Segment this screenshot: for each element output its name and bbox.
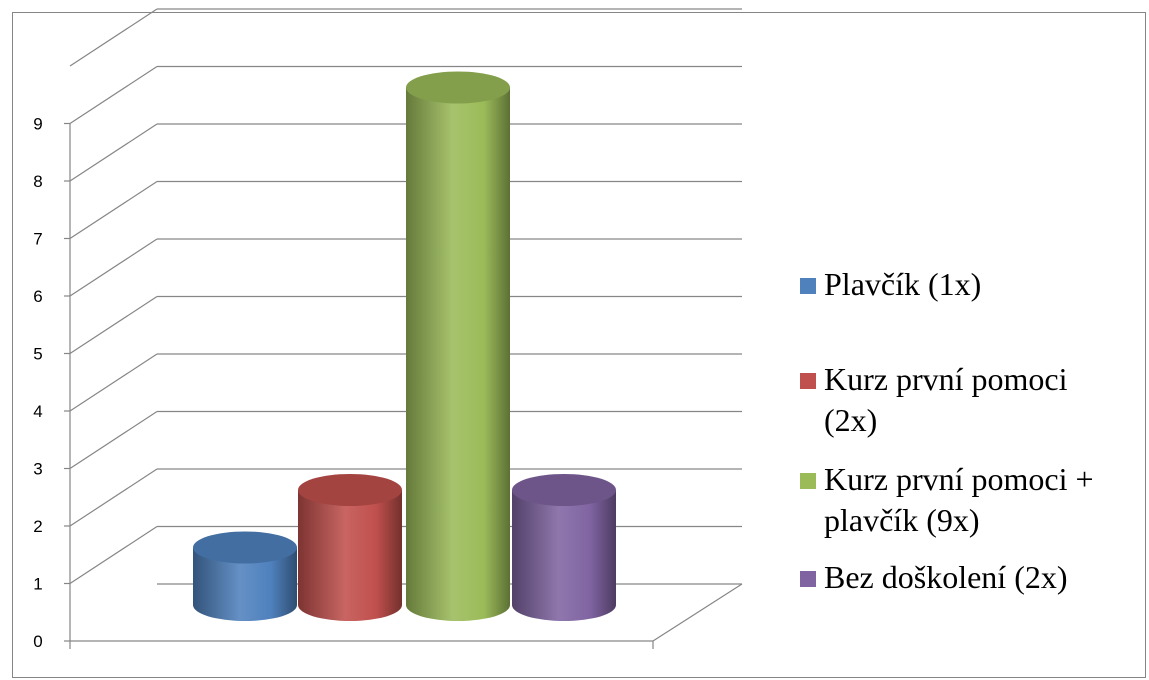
gridline-side: [69, 295, 158, 355]
legend-label: Kurz první pomoci +: [824, 461, 1094, 497]
y-tick-label: 3: [33, 460, 42, 479]
bar-body: [298, 490, 402, 621]
legend-label: Kurz první pomoci: [824, 361, 1068, 397]
bar: [298, 474, 402, 621]
gridline-side: [69, 8, 158, 67]
legend-label: Bez doškolení (2x): [824, 559, 1068, 595]
bar-top: [406, 71, 510, 104]
y-tick-label: 5: [33, 345, 42, 364]
bar: [193, 531, 297, 621]
legend-swatch: [800, 473, 816, 489]
y-tick-label: 1: [33, 575, 42, 594]
gridline-side: [69, 180, 158, 240]
legend-swatch: [800, 571, 816, 587]
bar-top: [193, 531, 297, 564]
y-tick-label: 8: [33, 172, 42, 191]
bar: [406, 71, 510, 621]
legend-swatch: [800, 278, 816, 294]
bar-top: [512, 474, 616, 506]
gridline-side: [69, 65, 158, 125]
legend-label: Plavčík (1x): [824, 266, 981, 302]
bar-top: [298, 474, 402, 506]
bar: [512, 474, 616, 621]
y-tick-label: 6: [33, 287, 42, 306]
y-tick-label: 0: [33, 632, 42, 651]
gridline-side: [69, 353, 158, 412]
y-tick-label: 2: [33, 517, 42, 536]
bar-body: [193, 547, 297, 621]
bar-body: [512, 490, 616, 621]
gridline-side: [69, 410, 158, 470]
legend-swatch: [800, 373, 816, 389]
y-tick-label: 9: [33, 115, 42, 134]
legend-label: plavčík (9x): [824, 502, 980, 538]
gridline-side: [69, 123, 158, 182]
gridline-side: [69, 525, 158, 585]
gridline-side: [69, 238, 158, 297]
floor-edge: [652, 583, 743, 642]
legend-label: (2x): [824, 402, 877, 438]
bar-body: [406, 87, 510, 621]
gridline-side: [69, 468, 158, 527]
y-tick-label: 4: [33, 402, 42, 421]
y-tick-label: 7: [33, 230, 42, 249]
